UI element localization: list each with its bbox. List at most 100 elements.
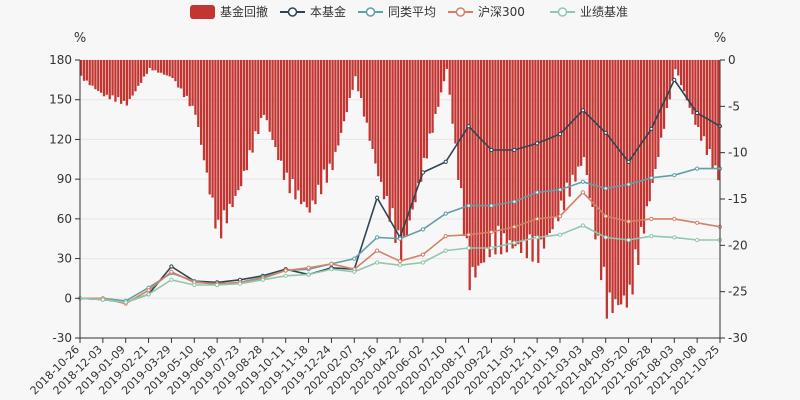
legend-marker: [365, 7, 376, 17]
drawdown-bar: [145, 60, 148, 74]
drawdown-bar: [214, 60, 217, 229]
drawdown-bar: [242, 60, 246, 171]
legend-label: 同类平均: [388, 5, 436, 19]
series-point: [557, 232, 563, 237]
drawdown-bar: [554, 60, 557, 217]
drawdown-bar: [308, 60, 311, 213]
drawdown-bar: [394, 60, 397, 243]
drawdown-bar: [280, 60, 283, 161]
series-point: [695, 166, 700, 171]
series-point: [169, 264, 174, 269]
drawdown-bar: [534, 60, 537, 237]
drawdown-bar: [714, 60, 717, 166]
drawdown-bar: [642, 60, 646, 234]
drawdown-bar: [220, 60, 223, 239]
drawdown-bar: [682, 60, 686, 92]
drawdown-bar: [277, 60, 280, 160]
drawdown-bar: [471, 60, 474, 267]
drawdown-bar: [662, 60, 666, 129]
left-tick-label: 60: [57, 212, 72, 226]
drawdown-bar: [234, 60, 237, 196]
drawdown-bar: [685, 60, 688, 101]
series-point: [420, 227, 425, 232]
drawdown-bar: [651, 60, 654, 183]
drawdown-bar: [548, 60, 551, 234]
drawdown-bar: [120, 60, 123, 104]
legend-label: 本基金: [310, 4, 346, 19]
series-point: [466, 232, 471, 237]
right-axis-ticks: 0 -5 -10 -15 -20 -25 -30: [720, 53, 748, 345]
drawdown-bar: [191, 60, 194, 106]
series-point: [580, 223, 586, 228]
series-point: [215, 282, 220, 288]
drawdown-bar: [434, 60, 437, 114]
drawdown-bar: [94, 60, 97, 90]
series-point: [375, 248, 380, 253]
drawdown-bar: [385, 60, 388, 196]
drawdown-bar: [171, 60, 174, 79]
drawdown-bar: [494, 60, 497, 255]
series-point: [603, 235, 608, 240]
drawdown-bar: [365, 60, 368, 123]
drawdown-bar: [671, 60, 674, 81]
drawdown-bar: [351, 60, 354, 90]
left-tick-label: -30: [52, 331, 72, 345]
drawdown-bar: [505, 60, 508, 253]
drawdown-bar: [668, 60, 671, 100]
drawdown-bar: [371, 60, 374, 149]
drawdown-bar: [440, 60, 443, 93]
series-point: [352, 256, 357, 261]
series-point: [443, 159, 448, 164]
series-point: [580, 179, 586, 184]
drawdown-bar: [185, 60, 188, 96]
left-tick-label: 180: [49, 53, 72, 67]
drawdown-bar: [140, 60, 143, 83]
drawdown-bar: [431, 60, 434, 133]
drawdown-bar: [157, 60, 160, 73]
drawdown-bar: [108, 60, 111, 100]
drawdown-bar: [297, 60, 300, 191]
drawdown-bar: [702, 60, 706, 137]
drawdown-bar: [400, 60, 403, 263]
drawdown-bar: [211, 60, 214, 198]
left-tick-label: 120: [49, 132, 72, 146]
series-point: [489, 230, 494, 235]
drawdown-bar: [91, 60, 94, 86]
series-point: [512, 240, 517, 245]
drawdown-bar: [654, 60, 657, 169]
drawdown-bar: [600, 60, 603, 281]
legend-swatch: [190, 5, 215, 19]
drawdown-bar: [165, 60, 168, 76]
drawdown-bar: [162, 60, 166, 75]
series-point: [626, 159, 631, 164]
drawdown-bar: [114, 60, 117, 102]
series-point: [489, 245, 494, 251]
series-point: [489, 147, 494, 153]
drawdown-bar: [414, 60, 417, 203]
drawdown-bar: [560, 60, 563, 201]
drawdown-bar: [128, 60, 131, 100]
left-tick-label: 0: [64, 291, 72, 305]
series-point: [443, 248, 448, 253]
series-point: [695, 237, 700, 243]
series-point: [375, 235, 380, 240]
drawdown-bar: [540, 60, 543, 240]
series-point: [649, 216, 654, 221]
series-point: [306, 265, 311, 270]
series-point: [603, 130, 608, 135]
drawdown-bar: [522, 60, 526, 240]
drawdown-bar: [334, 60, 337, 152]
series-point: [329, 267, 334, 272]
series-point: [375, 260, 380, 265]
drawdown-bar: [151, 60, 154, 71]
legend-marker: [455, 7, 466, 17]
drawdown-bar: [594, 60, 597, 240]
drawdown-bar: [317, 60, 320, 185]
drawdown-bar: [134, 60, 137, 92]
drawdown-bar: [620, 60, 623, 305]
drawdown-bar: [88, 60, 91, 86]
drawdown-bar: [202, 60, 206, 161]
drawdown-bar: [397, 60, 400, 231]
series-point: [557, 214, 563, 219]
drawdown-bar: [368, 60, 371, 141]
